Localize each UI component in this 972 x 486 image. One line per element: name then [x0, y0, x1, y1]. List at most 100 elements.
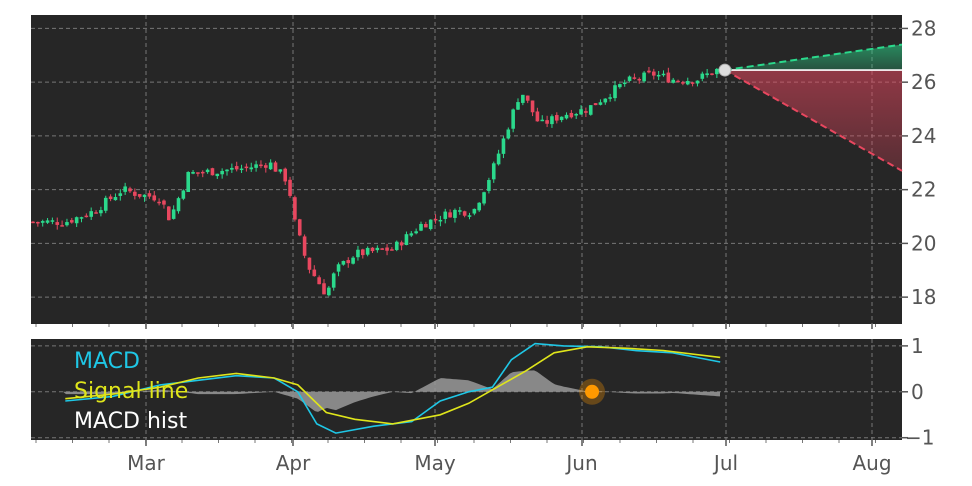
candle-body: [579, 109, 583, 115]
candle-body: [307, 257, 312, 270]
candle-body: [656, 74, 661, 77]
candle-body: [94, 212, 98, 214]
candle-body: [588, 105, 593, 115]
candle-body: [312, 269, 317, 277]
macd-histogram: [33, 370, 720, 412]
candle-body: [191, 171, 195, 174]
x-axis: Mar Apr May Jun Jul Aug: [35, 324, 892, 475]
candle-body: [428, 219, 433, 230]
price-y-tick-label: 28: [911, 16, 936, 40]
candle-body: [390, 249, 394, 251]
macd-hist-area: [33, 370, 720, 412]
price-y-axis: 18 20 22 24 26 28: [902, 16, 936, 309]
candle-body: [317, 277, 321, 285]
candle-body: [525, 95, 530, 101]
x-tick-label: Jul: [712, 451, 738, 475]
candle-body: [685, 80, 690, 85]
candle-body: [273, 162, 278, 172]
candle-body: [361, 249, 365, 256]
candle-body: [268, 162, 273, 170]
legend-entry: MACD: [74, 349, 140, 374]
candle-body: [331, 273, 336, 288]
candle-body: [467, 215, 472, 217]
candle-body: [36, 221, 40, 224]
candle-body: [89, 211, 93, 217]
candle-body: [283, 168, 287, 182]
candle-body: [74, 217, 79, 224]
candle-body: [375, 247, 380, 251]
x-tick-label: Apr: [276, 451, 311, 475]
candle-body: [472, 208, 477, 214]
candle-body: [380, 248, 384, 250]
candle-body: [540, 119, 545, 122]
x-tick-label: Mar: [127, 451, 166, 475]
candle-body: [259, 164, 263, 167]
candle-body: [632, 77, 637, 79]
price-grid: [31, 15, 902, 324]
candle-body: [55, 222, 60, 225]
candle-body: [496, 153, 501, 165]
candle-body: [647, 70, 651, 73]
candle-body: [356, 249, 360, 258]
candle-body: [79, 217, 84, 219]
candle-body: [254, 164, 258, 168]
candle-body: [346, 260, 351, 264]
candle-body: [671, 79, 675, 83]
candle-body: [249, 167, 254, 170]
candle-body: [65, 222, 69, 226]
candlesticks: [31, 66, 719, 297]
candle-body: [293, 197, 297, 220]
macd-y-tick-label: 1: [911, 334, 924, 358]
candle-body: [234, 166, 239, 170]
candle-body: [162, 200, 166, 205]
signal-line: [65, 345, 721, 425]
price-y-tick-label: 20: [911, 231, 936, 255]
candle-body: [123, 186, 127, 192]
candle-body: [99, 210, 103, 214]
price-y-tick-label: 22: [911, 178, 936, 202]
candle-body: [264, 165, 268, 168]
candle-body: [695, 80, 700, 84]
candle-body: [152, 195, 157, 201]
candle-body: [545, 120, 549, 124]
candle-body: [710, 73, 714, 75]
candle-body: [433, 218, 438, 221]
candle-body: [424, 224, 428, 228]
candle-body: [297, 219, 302, 236]
candle-body: [40, 221, 45, 223]
price-y-tick-label: 26: [911, 70, 936, 94]
candle-body: [555, 115, 559, 121]
candle-body: [181, 190, 186, 199]
candle-body: [618, 84, 622, 88]
candle-body: [598, 102, 603, 105]
candle-body: [210, 168, 215, 176]
candle-body: [700, 73, 705, 79]
candle-body: [482, 192, 486, 204]
candle-body: [574, 113, 578, 116]
candle-body: [438, 219, 443, 222]
candle-body: [715, 68, 719, 75]
candle-body: [448, 212, 452, 218]
candle-body: [186, 172, 190, 192]
candle-body: [690, 82, 695, 84]
x-tick-label: Jun: [564, 451, 597, 475]
candle-body: [31, 221, 35, 224]
candle-body: [530, 100, 535, 113]
candle-body: [477, 202, 481, 211]
candle-body: [176, 198, 181, 212]
candle-body: [593, 103, 598, 106]
candle-body: [462, 211, 467, 216]
candle-body: [676, 80, 680, 83]
candle-body: [399, 242, 404, 246]
candle-body: [278, 169, 283, 172]
candle-body: [603, 98, 608, 103]
candle-body: [637, 78, 642, 81]
candle-body: [118, 193, 123, 196]
marker-dot: [585, 384, 600, 399]
candle-body: [157, 201, 161, 204]
forecast-cone: [718, 43, 903, 172]
price-y-tick-label: 18: [911, 285, 936, 309]
crossover-marker: [579, 378, 606, 405]
candle-body: [608, 97, 612, 99]
candle-body: [230, 167, 234, 170]
